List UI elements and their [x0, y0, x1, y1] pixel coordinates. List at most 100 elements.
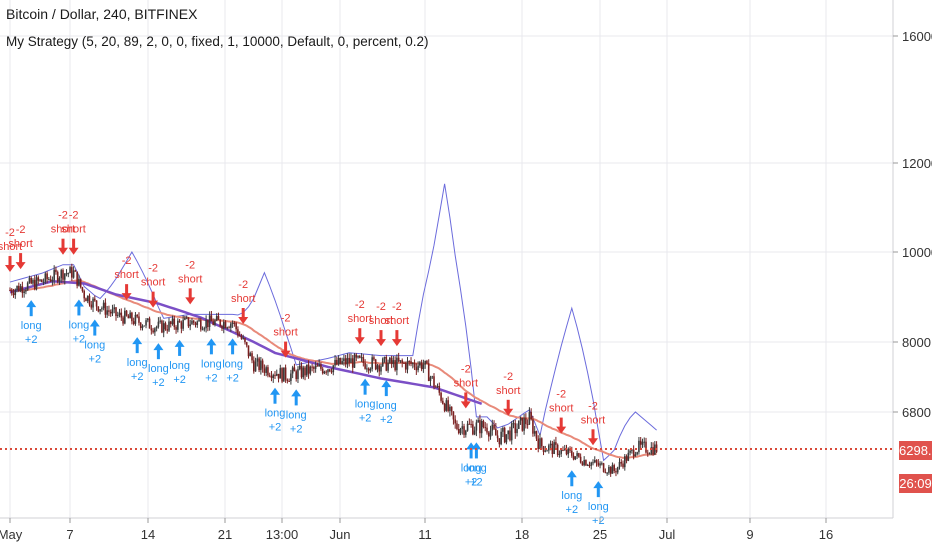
short-label: short: [178, 273, 202, 285]
time-axis-label: 13:00: [266, 527, 299, 542]
long-qty: +2: [89, 354, 102, 366]
candle-body: [62, 270, 64, 280]
long-arrow-shaft: [363, 384, 367, 395]
candle-body: [222, 321, 225, 329]
candle-body: [253, 360, 255, 372]
long-arrow-head: [174, 339, 185, 347]
candle-body: [480, 420, 483, 434]
candle-body: [602, 463, 605, 472]
time-axis-label: 14: [141, 527, 155, 542]
candle-body: [477, 420, 479, 423]
candle-body: [173, 318, 176, 328]
candle-body: [337, 357, 340, 365]
candle-body: [279, 368, 282, 379]
candle-body: [396, 357, 398, 371]
candle-body: [240, 335, 243, 339]
short-arrow-shaft: [395, 330, 399, 341]
long-arrow-shaft: [178, 345, 182, 356]
candle-body: [134, 314, 137, 324]
candle-body: [571, 450, 573, 456]
strategy-legend[interactable]: My Strategy (5, 20, 89, 2, 0, 0, fixed, …: [6, 34, 429, 49]
time-axis-label: 16: [819, 527, 833, 542]
short-label: short: [61, 224, 85, 236]
candle-body: [290, 373, 292, 382]
candle-body: [33, 279, 36, 290]
short-arrow-head: [391, 339, 402, 347]
long-qty: +2: [73, 333, 86, 345]
long-qty: +2: [470, 476, 483, 488]
candle-body: [465, 430, 467, 435]
candle-body: [76, 271, 78, 286]
long-qty: +2: [173, 374, 186, 386]
short-signal: short -2: [141, 263, 165, 308]
short-signal: short -2: [61, 210, 86, 255]
candle-body: [629, 450, 631, 453]
long-signal: long +2: [286, 389, 307, 435]
candle-body: [127, 315, 130, 319]
short-qty: -2: [376, 301, 386, 313]
candle-body: [500, 431, 502, 445]
short-arrow-head: [460, 401, 471, 409]
candle-body: [385, 357, 388, 371]
short-arrow-head: [5, 265, 15, 273]
candle-body: [426, 360, 428, 364]
candle-body: [19, 286, 22, 292]
candle-body: [634, 454, 637, 457]
short-signal: short -2: [496, 371, 520, 416]
candle-body: [539, 438, 541, 450]
candle-body: [404, 363, 407, 370]
long-qty: +2: [566, 504, 579, 516]
candle-body: [618, 461, 621, 468]
candle-body: [461, 426, 464, 429]
candle-body: [74, 270, 77, 272]
long-arrow-head: [381, 380, 392, 388]
candle-body: [496, 435, 499, 439]
candle-body: [261, 360, 264, 369]
candle-body: [546, 450, 548, 452]
candle-body: [102, 302, 105, 309]
candle-body: [28, 277, 31, 283]
candle-body: [175, 327, 177, 330]
candle-body: [422, 364, 425, 370]
candle-body: [413, 363, 416, 368]
short-qty: -2: [588, 400, 598, 412]
candle-body: [643, 441, 646, 443]
candle-body: [288, 380, 290, 382]
candle-body: [654, 444, 656, 455]
candle-body: [360, 357, 363, 359]
candle-body: [120, 312, 123, 318]
candle-body: [484, 427, 487, 429]
long-label: long: [148, 363, 169, 375]
candle-body: [450, 406, 453, 412]
candle-body: [438, 386, 441, 393]
candle-body: [648, 453, 651, 455]
price-axis: 16000.0 12000.0 10000.0 8000.0 6800.0: [893, 29, 932, 420]
candle-body: [200, 320, 202, 330]
moving-average-line: [9, 280, 483, 406]
short-label: short: [549, 403, 573, 415]
short-signal: short -2: [348, 299, 372, 345]
candle-body: [424, 360, 426, 365]
candle-body: [638, 440, 640, 453]
candle-body: [203, 328, 206, 330]
short-label: short: [273, 327, 297, 339]
short-qty: -2: [503, 371, 513, 383]
candle-body: [514, 423, 517, 434]
short-arrow-shaft: [379, 330, 383, 341]
candle-body: [81, 287, 84, 291]
candle-body: [138, 316, 140, 323]
volatility-line: [9, 183, 657, 462]
long-arrow-head: [471, 442, 482, 450]
candle-body: [49, 279, 52, 282]
candle-body: [392, 360, 395, 364]
candle-body: [115, 307, 117, 317]
long-arrow-shaft: [469, 448, 473, 459]
candle-body: [44, 273, 47, 282]
candle-body: [60, 270, 63, 279]
long-label: long: [265, 408, 286, 420]
candle-body: [309, 366, 312, 374]
short-label: short: [581, 414, 605, 426]
candle-body: [94, 298, 96, 301]
candle-body: [427, 363, 430, 382]
